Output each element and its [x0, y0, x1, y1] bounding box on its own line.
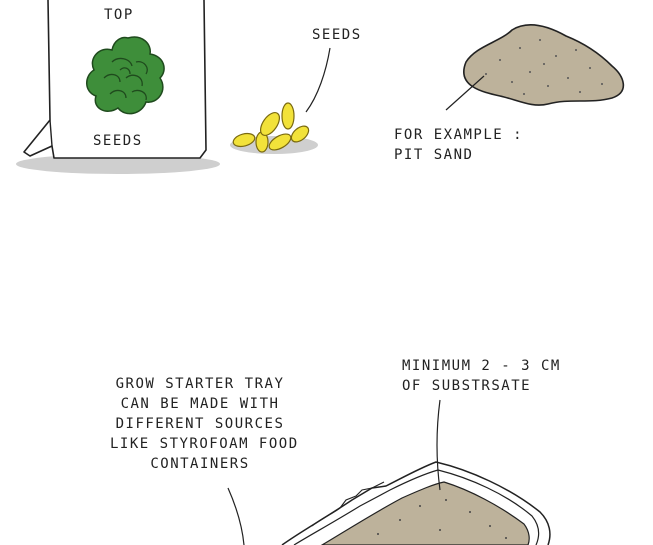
seed-bag-fold [49, 119, 53, 147]
tray-note-line: DIFFERENT SOURCES [115, 416, 285, 432]
tray-note-line: LIKE STYROFOAM FOOD [110, 436, 299, 452]
lettuce-icon [86, 36, 165, 115]
seeds-label: SEEDS [312, 27, 362, 43]
seeds-pile [230, 47, 331, 154]
tray-substrate [320, 481, 530, 545]
tray-lid-edge [311, 481, 385, 527]
depth-note-line1: MINIMUM 2 - 3 CM [402, 358, 561, 374]
seed-bag-seeds-label: SEEDS [93, 133, 143, 149]
substrate-example-line1: FOR EXAMPLE : [394, 127, 524, 143]
tray-note-line: CONTAINERS [150, 456, 250, 472]
tray-note-line: GROW STARTER TRAY [115, 376, 285, 392]
sand-pile [445, 24, 625, 111]
starter-tray [227, 399, 551, 545]
seeds-leader-line [305, 47, 331, 113]
seed-bag [16, 0, 220, 174]
depth-leader [436, 399, 441, 491]
seed-bag-top-label: TOP [104, 7, 134, 23]
tray-note-leader [227, 487, 245, 545]
seed-bag-shadow [16, 154, 220, 174]
sand-leader-line [445, 75, 485, 111]
depth-note-line2: OF SUBSTRSATE [402, 378, 532, 394]
substrate-example-line2: PIT SAND [394, 147, 474, 163]
tray-note-line: CAN BE MADE WITH [120, 396, 280, 412]
